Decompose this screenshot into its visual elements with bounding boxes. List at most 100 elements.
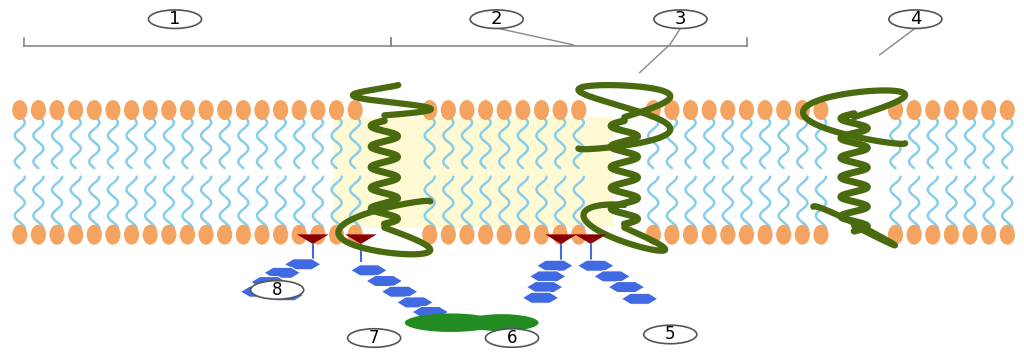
Ellipse shape [12,225,28,245]
Ellipse shape [329,225,344,245]
Ellipse shape [571,100,587,120]
Ellipse shape [553,225,567,245]
Circle shape [485,329,539,347]
Ellipse shape [683,225,698,245]
Circle shape [347,329,400,347]
Ellipse shape [999,225,1015,245]
Ellipse shape [497,225,512,245]
Ellipse shape [925,100,940,120]
Ellipse shape [105,100,121,120]
Ellipse shape [534,100,549,120]
Ellipse shape [795,225,810,245]
Ellipse shape [963,100,978,120]
Ellipse shape [683,100,698,120]
Ellipse shape [404,313,497,332]
Ellipse shape [87,225,101,245]
Ellipse shape [460,100,474,120]
Ellipse shape [254,225,269,245]
Ellipse shape [422,225,437,245]
Ellipse shape [31,225,46,245]
Ellipse shape [497,100,512,120]
Ellipse shape [701,225,717,245]
Ellipse shape [105,225,121,245]
Ellipse shape [981,225,996,245]
Ellipse shape [440,225,456,245]
Text: 4: 4 [909,10,922,28]
Circle shape [251,281,304,299]
Ellipse shape [236,225,251,245]
Text: 8: 8 [271,281,283,299]
Ellipse shape [347,225,362,245]
Ellipse shape [553,100,567,120]
Ellipse shape [888,100,903,120]
Ellipse shape [944,100,959,120]
Ellipse shape [776,100,792,120]
Ellipse shape [180,100,195,120]
Ellipse shape [646,100,660,120]
Ellipse shape [440,100,456,120]
Ellipse shape [217,225,232,245]
Ellipse shape [646,225,660,245]
Ellipse shape [292,100,307,120]
Ellipse shape [813,225,828,245]
Ellipse shape [795,100,810,120]
Ellipse shape [199,225,214,245]
Ellipse shape [31,100,46,120]
Ellipse shape [739,225,754,245]
Ellipse shape [944,225,959,245]
Ellipse shape [161,100,176,120]
Ellipse shape [813,100,828,120]
Ellipse shape [906,225,922,245]
Ellipse shape [925,225,940,245]
Ellipse shape [68,225,83,245]
Ellipse shape [329,100,344,120]
Ellipse shape [963,225,978,245]
Circle shape [889,10,942,28]
Ellipse shape [888,225,903,245]
Ellipse shape [701,100,717,120]
Circle shape [644,325,697,344]
Ellipse shape [254,100,269,120]
Ellipse shape [142,100,158,120]
Text: 3: 3 [675,10,686,28]
Ellipse shape [49,100,65,120]
Text: 6: 6 [507,329,517,347]
Ellipse shape [273,100,288,120]
Ellipse shape [12,100,28,120]
Ellipse shape [124,100,139,120]
Ellipse shape [758,100,773,120]
Circle shape [148,10,202,28]
Ellipse shape [515,225,530,245]
Ellipse shape [478,225,494,245]
Text: 1: 1 [169,10,180,28]
Text: 7: 7 [369,329,379,347]
Ellipse shape [217,100,232,120]
FancyBboxPatch shape [333,117,614,228]
Ellipse shape [665,100,680,120]
Text: 5: 5 [665,326,676,344]
Ellipse shape [87,100,101,120]
Ellipse shape [199,100,214,120]
Ellipse shape [758,225,773,245]
Circle shape [654,10,707,28]
Ellipse shape [460,225,474,245]
Ellipse shape [776,225,792,245]
Ellipse shape [161,225,176,245]
Text: 2: 2 [490,10,503,28]
Ellipse shape [720,100,735,120]
Ellipse shape [720,225,735,245]
Ellipse shape [981,100,996,120]
Circle shape [470,10,523,28]
Ellipse shape [906,100,922,120]
Ellipse shape [465,314,539,331]
Ellipse shape [49,225,65,245]
Ellipse shape [310,100,326,120]
Ellipse shape [515,100,530,120]
Ellipse shape [665,225,680,245]
Ellipse shape [422,100,437,120]
Ellipse shape [236,100,251,120]
Ellipse shape [68,100,83,120]
Ellipse shape [124,225,139,245]
Ellipse shape [571,225,587,245]
Ellipse shape [273,225,288,245]
